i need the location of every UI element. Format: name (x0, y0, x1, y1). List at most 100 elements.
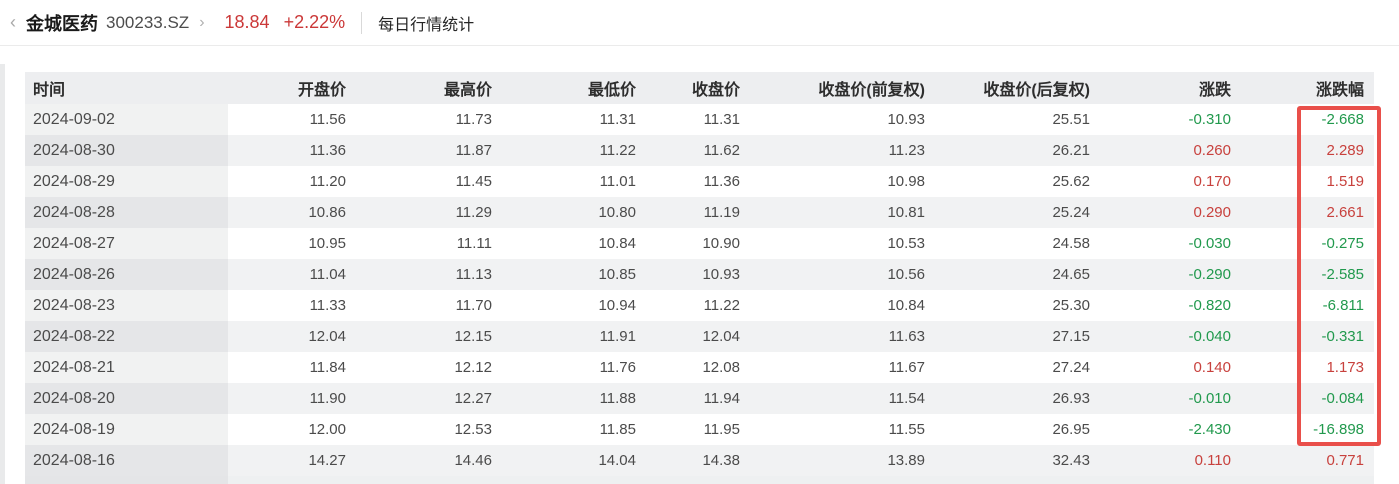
cell-low: 11.85 (502, 414, 646, 445)
cell-close-hfq: 24.65 (935, 259, 1100, 290)
table-row[interactable]: 2024-08-30 11.36 11.87 11.22 11.62 11.23 26.21… (25, 135, 1374, 166)
cell-close-hfq: 25.24 (935, 197, 1100, 228)
table-row[interactable]: 2024-08-19 12.00 12.53 11.85 11.95 11.55 26.95… (25, 414, 1374, 445)
cell-open: 11.90 (228, 383, 356, 414)
cell-change: -0.290 (1100, 259, 1241, 290)
cell-low: 11.76 (502, 352, 646, 383)
cell-change: 0.290 (1100, 197, 1241, 228)
table-row[interactable]: 2024-08-22 12.04 12.15 11.91 12.04 11.63 27.15… (25, 321, 1374, 352)
col-header-change-pct: 涨跌幅 (1241, 72, 1374, 104)
cell-high: 11.45 (356, 166, 502, 197)
cell-close-qfq: 10.81 (750, 197, 935, 228)
cell-date: 2024-08-21 (25, 352, 228, 383)
cell-close-qfq: 11.54 (750, 383, 935, 414)
cell-change-pct: -16.898 (1241, 414, 1374, 445)
cell-low: 11.01 (502, 166, 646, 197)
cell-change: -0.310 (1100, 104, 1241, 135)
table-body: 2024-09-02 11.56 11.73 11.31 11.31 10.93 25.51… (25, 104, 1374, 476)
cell-change-pct: -0.084 (1241, 383, 1374, 414)
cell-change-pct: -6.811 (1241, 290, 1374, 321)
cell-open: 12.00 (228, 414, 356, 445)
cell-change: 0.140 (1100, 352, 1241, 383)
cell-high: 12.27 (356, 383, 502, 414)
table-row[interactable]: 2024-08-26 11.04 11.13 10.85 10.93 10.56 24.65… (25, 259, 1374, 290)
stock-change-percent: +2.22% (283, 12, 346, 32)
cell-high: 11.70 (356, 290, 502, 321)
cell-low: 10.85 (502, 259, 646, 290)
cell-date: 2024-08-29 (25, 166, 228, 197)
cell-close-hfq: 26.93 (935, 383, 1100, 414)
cell-change-pct: -2.668 (1241, 104, 1374, 135)
table-row[interactable]: 2024-08-27 10.95 11.11 10.84 10.90 10.53 24.58… (25, 228, 1374, 259)
cell-change-pct: 0.771 (1241, 445, 1374, 476)
cell-close-qfq: 11.63 (750, 321, 935, 352)
cell-low: 11.88 (502, 383, 646, 414)
cell-open: 11.36 (228, 135, 356, 166)
cell-close: 12.04 (646, 321, 750, 352)
table-header-row: 时间 开盘价 最高价 最低价 收盘价 收盘价(前复权) 收盘价(后复权) 涨跌 … (25, 72, 1374, 104)
cell-close-qfq: 10.98 (750, 166, 935, 197)
col-header-close-qfq: 收盘价(前复权) (750, 72, 935, 104)
table-row[interactable]: 2024-08-16 14.27 14.46 14.04 14.38 13.89 32.43… (25, 445, 1374, 476)
cell-date: 2024-08-27 (25, 228, 228, 259)
cell-low: 11.31 (502, 104, 646, 135)
col-header-change: 涨跌 (1100, 72, 1241, 104)
cell-high: 11.29 (356, 197, 502, 228)
cell-close: 11.95 (646, 414, 750, 445)
cell-date: 2024-08-20 (25, 383, 228, 414)
cell-open: 11.04 (228, 259, 356, 290)
cell-close: 10.90 (646, 228, 750, 259)
table-row[interactable]: 2024-08-20 11.90 12.27 11.88 11.94 11.54 26.93… (25, 383, 1374, 414)
table-row[interactable]: 2024-09-02 11.56 11.73 11.31 11.31 10.93 25.51… (25, 104, 1374, 135)
cell-change: -0.030 (1100, 228, 1241, 259)
cell-close-qfq: 13.89 (750, 445, 935, 476)
cell-close-hfq: 26.95 (935, 414, 1100, 445)
cell-change: -0.040 (1100, 321, 1241, 352)
cell-high: 14.46 (356, 445, 502, 476)
cell-change-pct: 1.519 (1241, 166, 1374, 197)
table-row[interactable]: 2024-08-23 11.33 11.70 10.94 11.22 10.84 25.30… (25, 290, 1374, 321)
col-header-high: 最高价 (356, 72, 502, 104)
cell-close-qfq: 11.67 (750, 352, 935, 383)
cell-close-hfq: 24.58 (935, 228, 1100, 259)
cell-high: 11.73 (356, 104, 502, 135)
cell-open: 11.84 (228, 352, 356, 383)
cell-close-qfq: 11.23 (750, 135, 935, 166)
cell-low: 10.84 (502, 228, 646, 259)
cell-close: 12.08 (646, 352, 750, 383)
cell-low: 10.80 (502, 197, 646, 228)
cell-close-hfq: 27.15 (935, 321, 1100, 352)
back-chevron-icon[interactable]: ‹ (10, 12, 16, 32)
table-row[interactable]: 2024-08-29 11.20 11.45 11.01 11.36 10.98 25.62… (25, 166, 1374, 197)
cell-close-qfq: 10.84 (750, 290, 935, 321)
cell-low: 14.04 (502, 445, 646, 476)
cell-change-pct: 1.173 (1241, 352, 1374, 383)
cell-change-pct: -0.331 (1241, 321, 1374, 352)
cell-close-hfq: 27.24 (935, 352, 1100, 383)
col-header-close-hfq: 收盘价(后复权) (935, 72, 1100, 104)
chevron-right-icon[interactable]: › (199, 13, 205, 31)
cell-close-hfq: 32.43 (935, 445, 1100, 476)
table-row[interactable]: 2024-08-28 10.86 11.29 10.80 11.19 10.81 25.24… (25, 197, 1374, 228)
cell-close-qfq: 10.53 (750, 228, 935, 259)
cell-open: 11.33 (228, 290, 356, 321)
cell-change: 0.170 (1100, 166, 1241, 197)
breadcrumb: ‹ 金城医药 300233.SZ › 18.84 +2.22% 每日行情统计 (0, 0, 1399, 46)
stock-name[interactable]: 金城医药 (26, 13, 98, 34)
stock-code[interactable]: 300233.SZ (106, 12, 190, 32)
cell-date: 2024-08-26 (25, 259, 228, 290)
cell-close: 11.62 (646, 135, 750, 166)
cell-high: 11.11 (356, 228, 502, 259)
cell-date: 2024-08-22 (25, 321, 228, 352)
table-row[interactable]: 2024-08-21 11.84 12.12 11.76 12.08 11.67 27.24… (25, 352, 1374, 383)
cell-date: 2024-08-30 (25, 135, 228, 166)
cell-open: 11.20 (228, 166, 356, 197)
cell-date: 2024-08-23 (25, 290, 228, 321)
cell-date: 2024-09-02 (25, 104, 228, 135)
cell-date: 2024-08-19 (25, 414, 228, 445)
cell-change-pct: 2.289 (1241, 135, 1374, 166)
cell-close-hfq: 25.30 (935, 290, 1100, 321)
page-left-edge (0, 64, 5, 484)
cell-close: 11.36 (646, 166, 750, 197)
cell-open: 10.95 (228, 228, 356, 259)
